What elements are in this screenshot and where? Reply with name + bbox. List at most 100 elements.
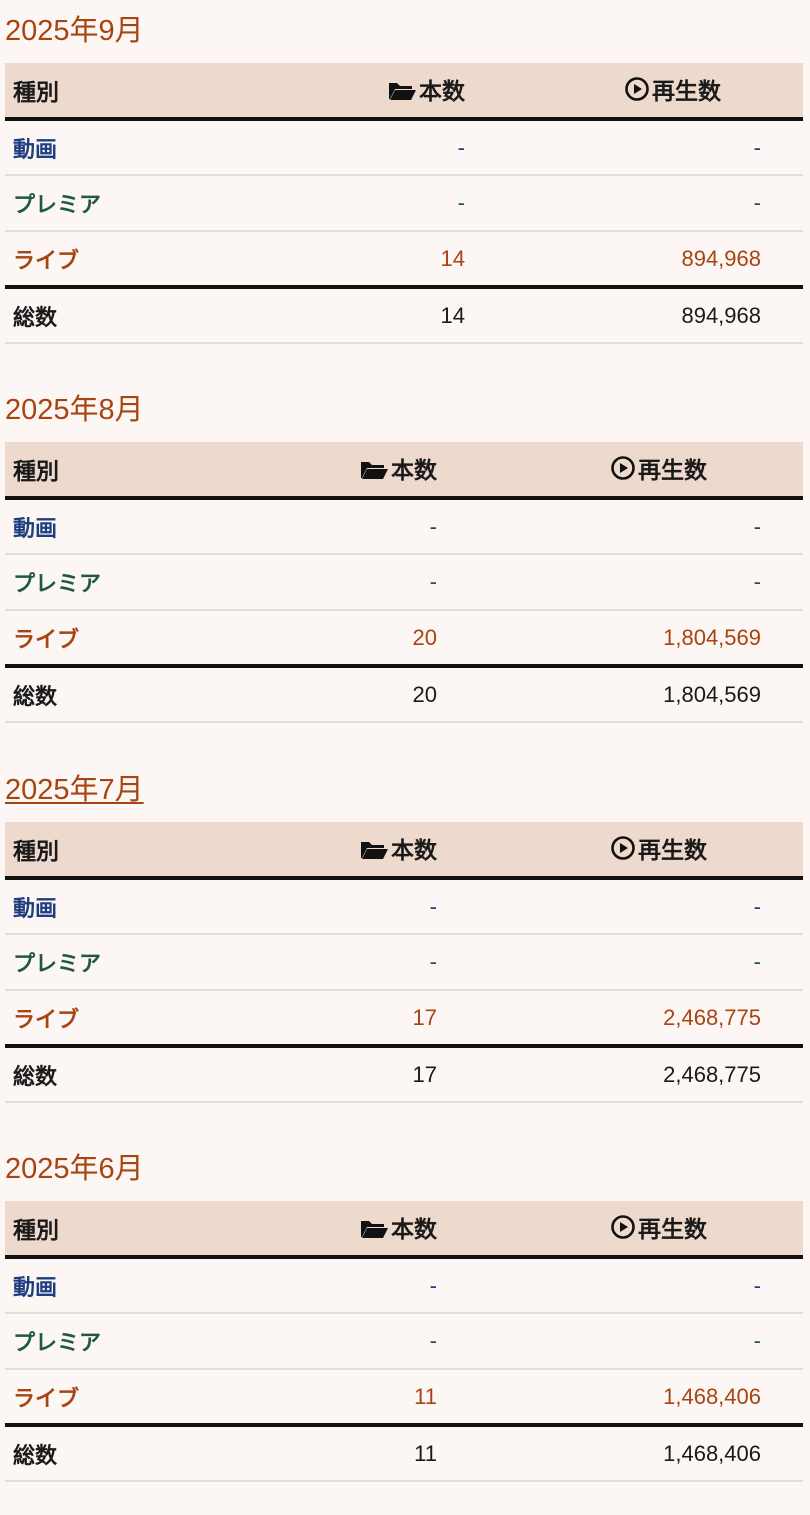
count-header: 本数 <box>240 1201 465 1259</box>
views-value: 894,968 <box>465 231 803 289</box>
table-row-premiere: プレミア - - <box>5 175 803 232</box>
table-row-premiere: プレミア - - <box>5 934 803 991</box>
count-header-label: 本数 <box>391 838 437 864</box>
table-row-live: ライブ 20 1,804,569 <box>5 610 803 668</box>
folder-open-icon <box>387 80 417 108</box>
row-label: 総数 <box>5 287 240 344</box>
views-value: - <box>465 1313 803 1370</box>
count-value: - <box>240 934 465 991</box>
row-label: プレミア <box>5 175 240 232</box>
views-header-label: 再生数 <box>652 79 721 105</box>
folder-open-icon <box>359 1218 389 1246</box>
views-value: - <box>465 119 803 176</box>
type-header: 種別 <box>5 63 240 121</box>
views-value: - <box>465 1257 803 1314</box>
count-header-label: 本数 <box>419 79 465 105</box>
month-title-link[interactable]: 2025年7月 <box>5 774 144 806</box>
type-header: 種別 <box>5 1201 240 1259</box>
table-row-total: 総数 17 2,468,775 <box>5 1046 803 1103</box>
row-label: 総数 <box>5 1425 240 1482</box>
views-value: 2,468,775 <box>465 1046 803 1103</box>
count-value: - <box>240 175 465 232</box>
count-value: 11 <box>240 1425 465 1482</box>
count-value: - <box>240 878 465 935</box>
count-value: 14 <box>240 287 465 344</box>
views-value: 2,468,775 <box>465 990 803 1048</box>
table-row-premiere: プレミア - - <box>5 1313 803 1370</box>
views-value: - <box>465 498 803 555</box>
row-label: ライブ <box>5 1369 240 1427</box>
count-value: 11 <box>240 1369 465 1427</box>
views-value: - <box>465 878 803 935</box>
views-header: 再生数 <box>465 63 803 121</box>
row-label: プレミア <box>5 934 240 991</box>
row-label: ライブ <box>5 610 240 668</box>
table-row-video: 動画 - - <box>5 119 803 176</box>
table-row-video: 動画 - - <box>5 878 803 935</box>
table-row-live: ライブ 17 2,468,775 <box>5 990 803 1048</box>
count-value: 20 <box>240 666 465 723</box>
table-header-row: 種別 本数 再生数 <box>5 1201 803 1259</box>
count-header: 本数 <box>240 822 465 880</box>
row-label: プレミア <box>5 1313 240 1370</box>
table-row-video: 動画 - - <box>5 1257 803 1314</box>
count-value: 14 <box>240 231 465 289</box>
views-header-label: 再生数 <box>638 1217 707 1243</box>
views-value: - <box>465 554 803 611</box>
row-label: プレミア <box>5 554 240 611</box>
play-circle-icon <box>624 76 650 108</box>
play-circle-icon <box>610 455 636 487</box>
month-section: 2025年8月 種別 本数 再生数 動画 - - プレミア - - ライブ 20 <box>5 387 803 732</box>
count-value: - <box>240 1313 465 1370</box>
count-header: 本数 <box>240 442 465 500</box>
stats-table: 種別 本数 再生数 動画 - - プレミア - - ライブ 11 1,468,4… <box>5 1201 803 1482</box>
views-value: 1,468,406 <box>465 1369 803 1427</box>
count-value: - <box>240 119 465 176</box>
play-circle-icon <box>610 1214 636 1246</box>
row-label: 総数 <box>5 1046 240 1103</box>
month-section: 2025年6月 種別 本数 再生数 動画 - - プレミア - - ライブ 11 <box>5 1146 803 1491</box>
type-header: 種別 <box>5 822 240 880</box>
folder-open-icon <box>359 839 389 867</box>
row-label: 総数 <box>5 666 240 723</box>
views-header: 再生数 <box>465 822 803 880</box>
views-header-label: 再生数 <box>638 458 707 484</box>
month-title: 2025年6月 <box>5 1153 144 1185</box>
count-value: 20 <box>240 610 465 668</box>
table-row-total: 総数 20 1,804,569 <box>5 666 803 723</box>
month-section: 2025年7月 種別 本数 再生数 動画 - - プレミア - - ライブ 17 <box>5 767 803 1112</box>
row-label: 動画 <box>5 119 240 176</box>
views-value: 894,968 <box>465 287 803 344</box>
row-label: 動画 <box>5 878 240 935</box>
count-value: 17 <box>240 990 465 1048</box>
stats-table: 種別 本数 再生数 動画 - - プレミア - - ライブ 20 1,804,5… <box>5 442 803 723</box>
views-value: 1,468,406 <box>465 1425 803 1482</box>
table-row-video: 動画 - - <box>5 498 803 555</box>
type-header: 種別 <box>5 442 240 500</box>
table-row-premiere: プレミア - - <box>5 554 803 611</box>
row-label: ライブ <box>5 990 240 1048</box>
count-header-label: 本数 <box>391 1217 437 1243</box>
views-header: 再生数 <box>465 1201 803 1259</box>
stats-table: 種別 本数 再生数 動画 - - プレミア - - ライブ 14 894,968 <box>5 63 803 344</box>
table-row-live: ライブ 11 1,468,406 <box>5 1369 803 1427</box>
views-value: - <box>465 934 803 991</box>
count-value: - <box>240 554 465 611</box>
row-label: 動画 <box>5 498 240 555</box>
count-value: 17 <box>240 1046 465 1103</box>
table-row-total: 総数 11 1,468,406 <box>5 1425 803 1482</box>
count-value: - <box>240 1257 465 1314</box>
table-header-row: 種別 本数 再生数 <box>5 63 803 121</box>
row-label: ライブ <box>5 231 240 289</box>
table-row-live: ライブ 14 894,968 <box>5 231 803 289</box>
table-row-total: 総数 14 894,968 <box>5 287 803 344</box>
count-header: 本数 <box>240 63 465 121</box>
count-header-label: 本数 <box>391 458 437 484</box>
month-title: 2025年8月 <box>5 394 144 426</box>
count-value: - <box>240 498 465 555</box>
folder-open-icon <box>359 459 389 487</box>
table-header-row: 種別 本数 再生数 <box>5 442 803 500</box>
play-circle-icon <box>610 835 636 867</box>
views-value: - <box>465 175 803 232</box>
views-value: 1,804,569 <box>465 610 803 668</box>
